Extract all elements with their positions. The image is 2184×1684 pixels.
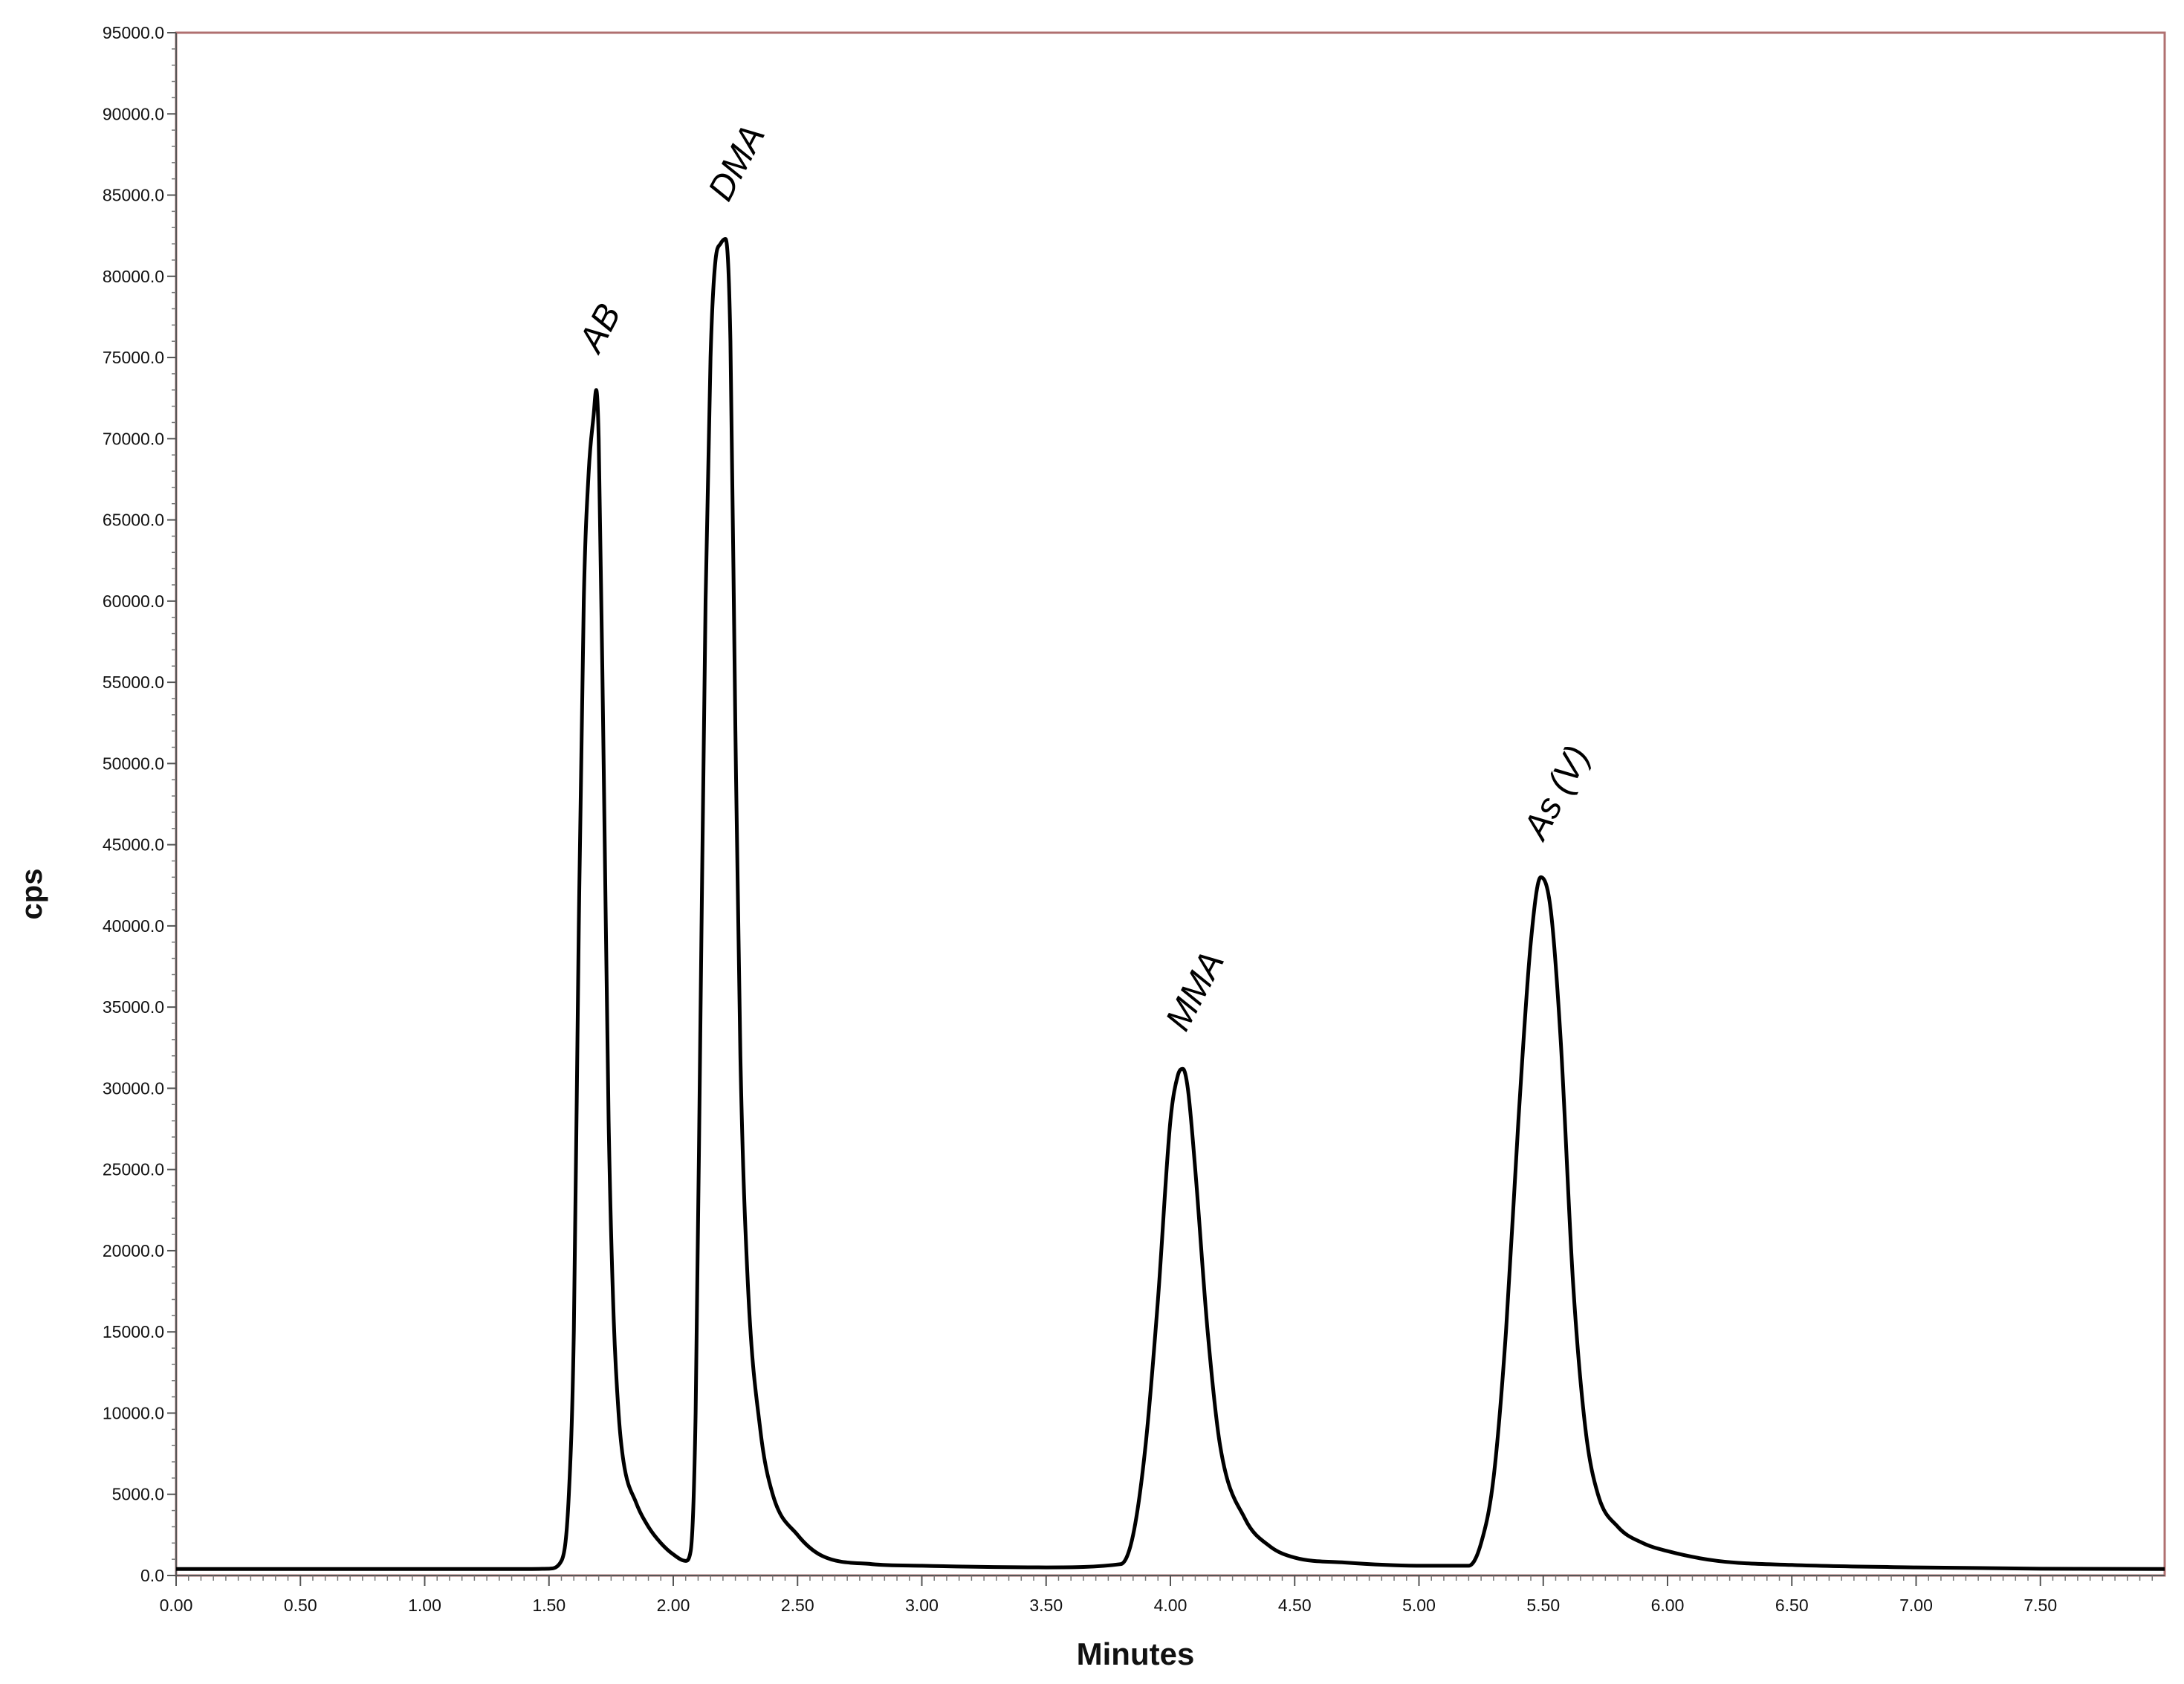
peak-labels: AB DMA MMA As (V) — [571, 119, 1598, 1037]
y-tick-label: 35000.0 — [103, 997, 164, 1017]
x-tick-label: 7.50 — [2023, 1596, 2057, 1615]
x-tick-label: 4.00 — [1154, 1596, 1187, 1615]
y-tick-label: 30000.0 — [103, 1078, 164, 1098]
y-tick-label: 40000.0 — [103, 916, 164, 936]
y-tick-label: 55000.0 — [103, 673, 164, 692]
x-tick-label: 7.00 — [1899, 1596, 1933, 1615]
y-tick-label: 15000.0 — [103, 1322, 164, 1341]
x-axis-title: Minutes — [1077, 1636, 1195, 1671]
x-tick-label: 1.50 — [532, 1596, 566, 1615]
y-tick-label: 95000.0 — [103, 23, 164, 42]
y-tick-label: 60000.0 — [103, 592, 164, 611]
series-line — [175, 237, 2165, 1571]
y-tick-label: 20000.0 — [103, 1241, 164, 1260]
x-tick-label: 3.00 — [905, 1596, 939, 1615]
x-tick-label: 4.50 — [1278, 1596, 1312, 1615]
y-tick-label: 65000.0 — [103, 511, 164, 530]
x-tick-label: 0.50 — [284, 1596, 317, 1615]
x-tick-label: 2.50 — [781, 1596, 814, 1615]
y-tick-label: 10000.0 — [103, 1403, 164, 1422]
y-ticks: 0.0 5000.0 10000.0 15000.0 20000.0 25000.0 300… — [103, 23, 176, 1585]
y-tick-label: 75000.0 — [103, 348, 164, 367]
y-tick-label: 90000.0 — [103, 104, 164, 123]
y-tick-label: 70000.0 — [103, 429, 164, 448]
peak-label: DMA — [701, 119, 773, 207]
y-axis-title: cps — [16, 869, 48, 920]
x-tick-label: 6.50 — [1775, 1596, 1809, 1615]
y-tick-label: 50000.0 — [103, 754, 164, 773]
y-tick-label: 25000.0 — [103, 1160, 164, 1179]
y-tick-label: 0.0 — [140, 1566, 164, 1585]
x-tick-label: 5.50 — [1526, 1596, 1560, 1615]
x-tick-label: 1.00 — [408, 1596, 441, 1615]
x-tick-label: 2.00 — [657, 1596, 690, 1615]
y-tick-label: 5000.0 — [112, 1485, 164, 1504]
y-tick-label: 80000.0 — [103, 267, 164, 286]
x-ticks: 0.00 0.50 1.00 1.50 2.00 2.50 3.00 3.50 4.00 4.50… — [160, 1575, 2154, 1615]
plot-frame — [175, 31, 2166, 1577]
peak-label: AB — [571, 298, 629, 360]
y-tick-label: 85000.0 — [103, 186, 164, 205]
x-tick-label: 3.50 — [1029, 1596, 1063, 1615]
x-tick-label: 5.00 — [1402, 1596, 1436, 1615]
peak-label: MMA — [1159, 945, 1232, 1037]
peak-label: As (V) — [1515, 739, 1598, 847]
x-tick-label: 6.00 — [1651, 1596, 1685, 1615]
y-tick-label: 45000.0 — [103, 835, 164, 855]
x-tick-label: 0.00 — [160, 1596, 193, 1615]
